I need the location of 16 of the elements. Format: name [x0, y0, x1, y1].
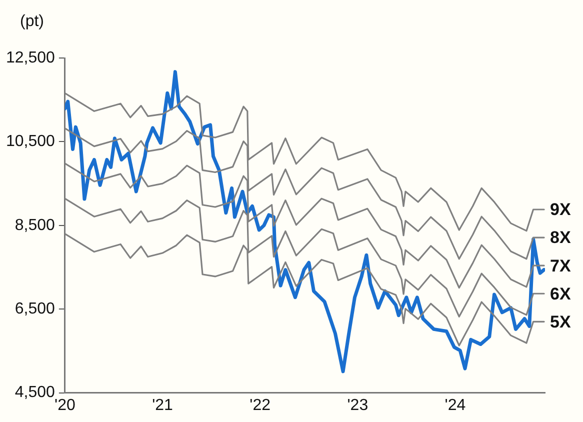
y-tick-label: 4,500 [14, 384, 56, 402]
y-tick-label: 10,500 [6, 133, 56, 150]
x-tick-label: '22 [250, 396, 271, 414]
series-label: 5X [550, 312, 572, 332]
series-label: 6X [550, 284, 572, 304]
series-label: 9X [550, 200, 572, 220]
x-tick-label: '24 [444, 396, 466, 414]
x-tick-label: '20 [54, 396, 76, 414]
y-axis-title: (pt) [20, 13, 44, 30]
y-tick-label: 12,500 [6, 49, 56, 66]
series-label: 8X [550, 228, 572, 248]
x-tick-label: '21 [152, 396, 174, 414]
series-label: 7X [550, 256, 572, 276]
y-tick-label: 8,500 [14, 216, 56, 234]
x-tick-label: '23 [347, 396, 368, 414]
y-tick-label: 6,500 [14, 300, 56, 318]
